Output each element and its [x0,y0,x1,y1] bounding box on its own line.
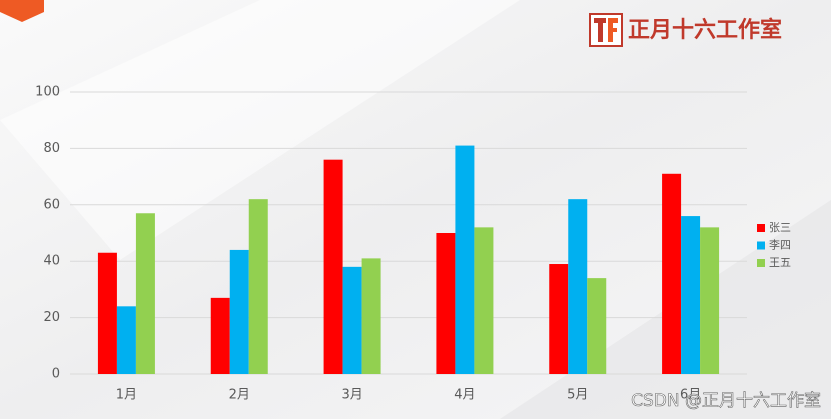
watermark: CSDN @正月十六工作室 [631,391,821,411]
bar [135,213,155,374]
legend-label: 王五 [769,256,791,269]
legend-swatch [757,241,765,250]
corner-tag [0,0,44,22]
bar [681,216,701,374]
y-tick-label: 100 [35,85,60,100]
bar [700,227,720,374]
bar [116,306,136,374]
legend-swatch [757,259,765,267]
x-tick-label: 3月 [341,388,362,403]
bar [474,227,494,374]
bg-shape [0,0,520,260]
bar [361,258,381,374]
legend-label: 李四 [769,238,791,252]
x-tick-label: 4月 [454,388,475,403]
bar [342,266,362,374]
x-tick-label: 1月 [116,388,137,403]
y-tick-label: 80 [43,141,60,156]
bar [97,252,117,374]
y-tick-label: 0 [52,367,60,382]
bar [210,297,230,374]
legend-label: 张三 [769,221,791,234]
x-tick-label: 6月 [680,388,701,403]
bar [568,199,588,374]
legend-swatch [757,224,765,232]
y-tick-label: 40 [43,254,60,269]
bar [549,264,569,374]
bar [323,159,343,374]
bar [455,145,475,374]
y-tick-label: 60 [43,197,60,212]
bar [587,278,607,374]
x-tick-label: 2月 [229,388,250,403]
bar [662,173,682,374]
y-tick-label: 20 [43,310,60,325]
bar [248,199,268,374]
logo-icon [589,13,623,47]
bar [436,233,456,374]
x-tick-label: 5月 [567,388,588,403]
bar [229,249,249,374]
logo-text: 正月十六工作室 [628,17,782,43]
